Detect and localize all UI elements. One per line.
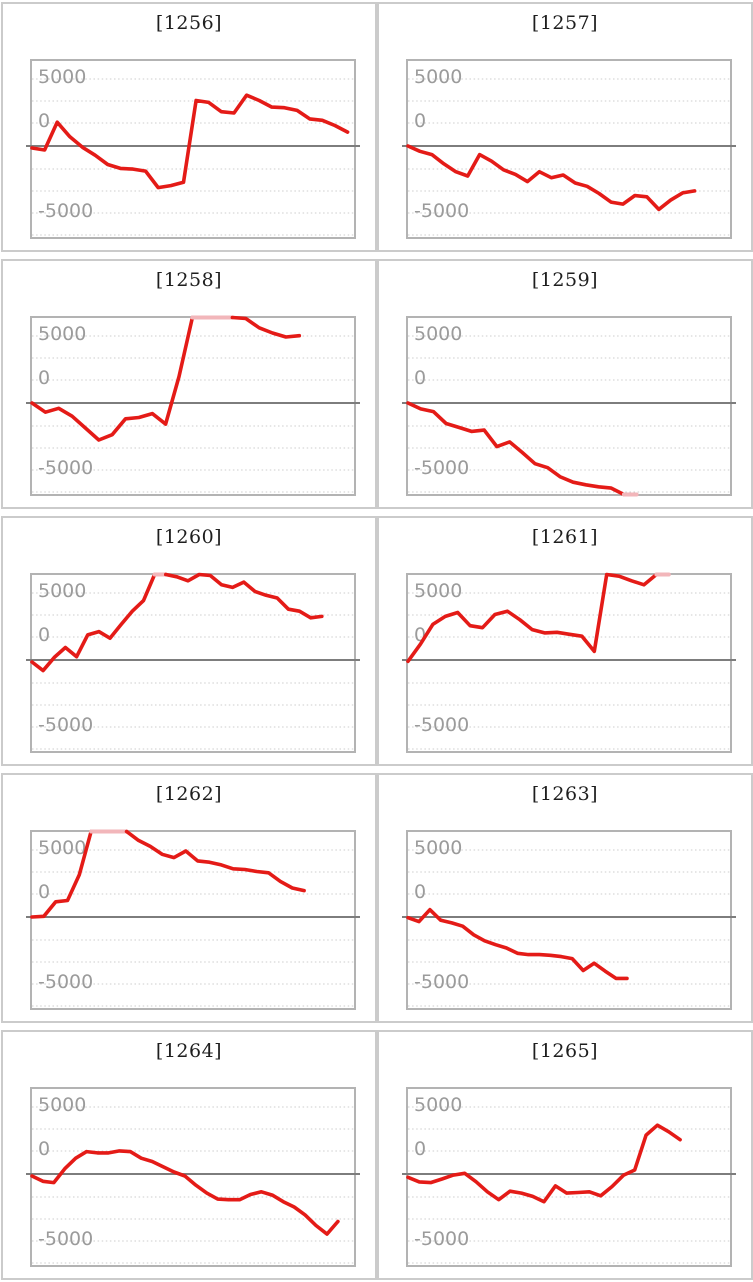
chart-panel: [1263] 5000 0 -5000 [377,773,753,1023]
series-line [30,829,93,919]
y-axis-tick-label: -5000 [38,200,93,222]
y-axis-tick-label: -5000 [414,971,469,993]
series-line [406,572,659,664]
y-axis-tick-label: 5000 [414,837,462,859]
y-axis-tick-label: 5000 [38,323,86,345]
y-axis-tick-label: 0 [414,367,426,389]
chart-plot: 5000 0 -5000 [402,316,736,497]
y-axis-tick-label: 5000 [414,580,462,602]
y-axis-tick-label: 5000 [414,323,462,345]
chart-panel: [1264] 5000 0 -5000 [1,1030,377,1280]
y-axis-tick-label: -5000 [38,1228,93,1250]
y-axis-tick-label: -5000 [414,457,469,479]
series-line [406,401,626,497]
chart-plot: 5000 0 -5000 [26,315,360,496]
y-axis-tick-label: 0 [414,881,426,903]
plot-border [30,1087,356,1267]
chart-title: [1262] [155,783,223,805]
plot-border [30,573,356,753]
chart-panel: [1258] 5000 0 -5000 [1,259,377,509]
chart-title: [1258] [155,269,223,291]
y-axis-tick-label: -5000 [414,1228,469,1250]
chart-title: [1261] [531,526,599,548]
chart-title: [1256] [155,12,223,34]
y-axis-tick-label: 0 [414,110,426,132]
y-axis-tick-label: -5000 [414,200,469,222]
chart-panel: [1257] 5000 0 -5000 [377,2,753,252]
chart-panel: [1262] 5000 0 -5000 [1,773,377,1023]
series-line [164,572,324,620]
series-line [230,315,302,339]
y-axis-tick-label: 5000 [414,1094,462,1116]
y-axis-tick-label: 0 [38,110,50,132]
y-axis-tick-label: -5000 [38,457,93,479]
chart-plot: 5000 0 -5000 [26,572,360,753]
plot-border [406,830,732,1010]
chart-plot: 5000 0 -5000 [26,829,360,1010]
chart-title: [1259] [531,269,599,291]
series-line [406,1123,682,1204]
y-axis-tick-label: 5000 [38,66,86,88]
plot-border [406,316,732,496]
series-line [30,93,350,190]
chart-plot: 5000 0 -5000 [26,1087,360,1267]
chart-panel: [1265] 5000 0 -5000 [377,1030,753,1280]
plot-border [30,316,356,496]
y-axis-tick-label: 5000 [38,580,86,602]
y-axis-tick-label: 0 [38,624,50,646]
chart-plot: 5000 0 -5000 [402,830,736,1010]
series-line [406,144,697,212]
series-line [406,907,629,981]
chart-panel: [1256] 5000 0 -5000 [1,2,377,252]
y-axis-tick-label: -5000 [38,714,93,736]
chart-title: [1264] [155,1040,223,1062]
y-axis-tick-label: 0 [414,1138,426,1160]
y-axis-tick-label: 0 [38,1138,50,1160]
chart-title: [1260] [155,526,223,548]
chart-plot: 5000 0 -5000 [402,59,736,239]
plot-border [406,573,732,753]
chart-panel: [1260] 5000 0 -5000 [1,516,377,766]
series-line [30,315,195,442]
chart-title: [1257] [531,12,599,34]
y-axis-tick-label: 5000 [414,66,462,88]
chart-plot: 5000 0 -5000 [402,1087,736,1267]
chart-plot: 5000 0 -5000 [26,59,360,239]
y-axis-tick-label: 0 [38,881,50,903]
chart-panel: [1259] 5000 0 -5000 [377,259,753,509]
chart-panel: [1261] 5000 0 -5000 [377,516,753,766]
y-axis-tick-label: -5000 [38,971,93,993]
series-line [124,829,306,893]
chart-title: [1265] [531,1040,599,1062]
series-line [30,1149,340,1236]
series-line [30,572,157,673]
y-axis-tick-label: 0 [38,367,50,389]
y-axis-tick-label: -5000 [414,714,469,736]
chart-title: [1263] [531,783,599,805]
plot-border [406,59,732,239]
y-axis-tick-label: 5000 [38,837,86,859]
y-axis-tick-label: 5000 [38,1094,86,1116]
